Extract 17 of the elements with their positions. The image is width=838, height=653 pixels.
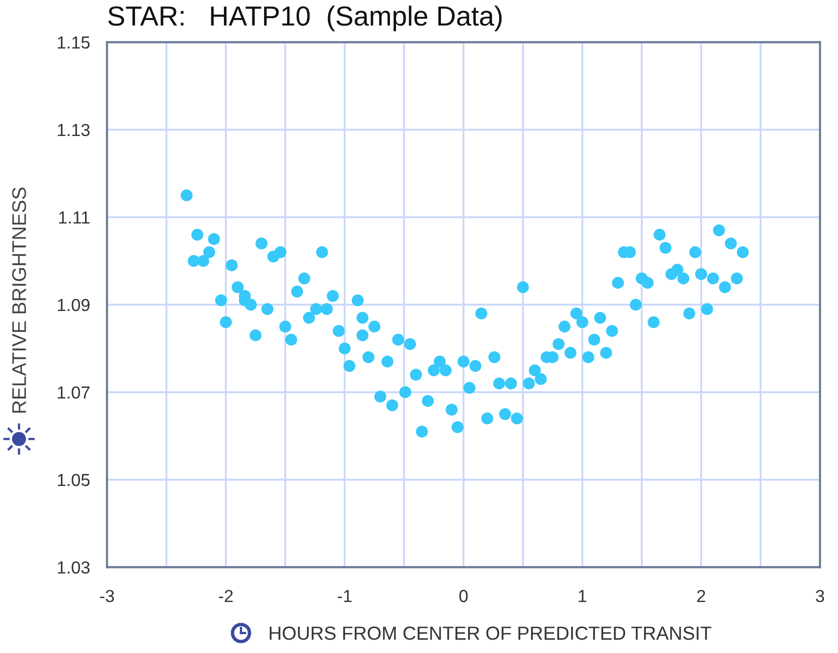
x-tick-label: 3 bbox=[816, 590, 824, 602]
y-tick-label: 1.11 bbox=[59, 212, 90, 224]
x-tick-label: -3 bbox=[100, 590, 114, 602]
y-tick-label: 1.09 bbox=[58, 298, 90, 312]
y-tick-label: 1.07 bbox=[58, 386, 90, 399]
x-axis-title: HOURS FROM CENTER OF PREDICTED TRANSIT bbox=[270, 626, 712, 640]
x-tick-label: 2 bbox=[697, 590, 706, 602]
x-tick-label: 0 bbox=[459, 590, 468, 602]
y-axis-title: RELATIVE BRIGHTNESS bbox=[12, 188, 26, 413]
chart-title: STAR: HATP10 (Sample Data) bbox=[108, 6, 502, 32]
y-tick-label: 1.13 bbox=[58, 124, 90, 136]
x-tick-label: -2 bbox=[218, 590, 233, 602]
x-tick-label: -1 bbox=[338, 590, 352, 602]
y-tick-label: 1.05 bbox=[58, 474, 90, 486]
y-tick-label: 1.15 bbox=[58, 36, 90, 49]
x-tick-label: 1 bbox=[578, 590, 586, 602]
y-tick-label: 1.03 bbox=[58, 561, 90, 574]
